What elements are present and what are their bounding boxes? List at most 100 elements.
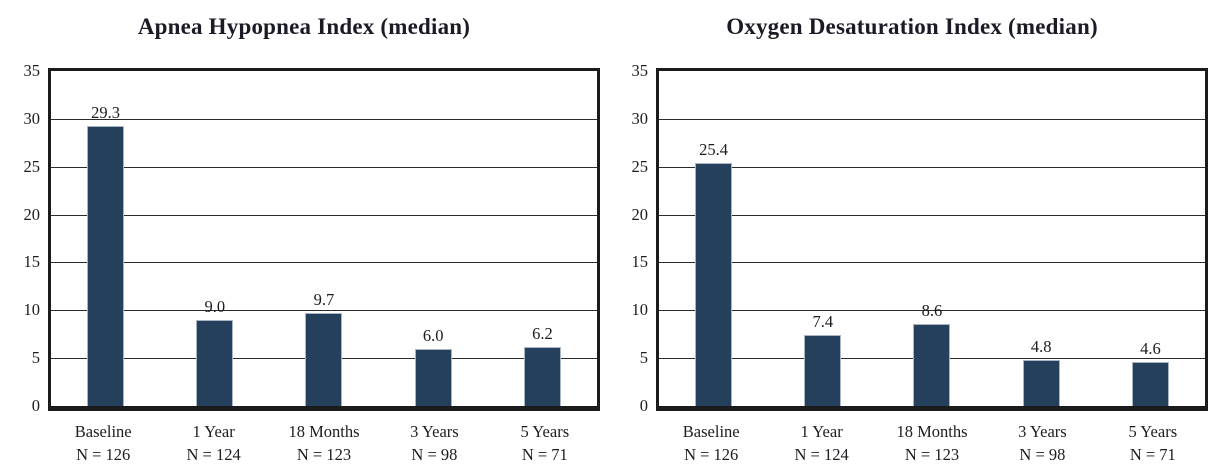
chart-apnea-hypopnea-index: Apnea Hypopnea Index (median) 0 5 10 15 20 25… <box>8 10 600 466</box>
category-name: Baseline <box>682 422 740 441</box>
y-tick-label: 30 <box>631 108 649 128</box>
gridline <box>659 118 1205 120</box>
category-n-count: N = 126 <box>684 445 739 464</box>
bar-value-label: 29.3 <box>91 102 121 122</box>
gridline <box>51 118 597 120</box>
gridline <box>659 214 1205 216</box>
bar-value-label: 7.4 <box>812 312 834 332</box>
bar-value-label: 4.6 <box>1140 338 1161 358</box>
category-name: 1 Year <box>192 422 235 441</box>
bar <box>414 348 452 406</box>
gridline <box>51 214 597 216</box>
bar <box>804 335 842 406</box>
gridline <box>659 166 1205 168</box>
plot-wrap: 25.4 7.4 8.6 4.8 4.6 <box>656 68 1208 411</box>
x-axis-categories: Baseline N = 126 1 Year N = 124 18 Months N =… <box>656 420 1208 466</box>
y-tick-label: 10 <box>23 300 41 320</box>
bar-slot: 7.4 <box>768 71 877 406</box>
chart-body: 0 5 10 15 20 25 30 35 25.4 7.4 8.6 4.8 4.6 <box>616 61 1208 415</box>
y-tick-label: 30 <box>23 108 41 128</box>
bar-slot: 6.0 <box>379 71 488 406</box>
category-n-count: N = 126 <box>76 445 131 464</box>
bar-value-label: 6.0 <box>422 325 444 345</box>
y-tick-label: 5 <box>31 348 40 368</box>
category-name: Baseline <box>74 422 132 441</box>
category-n-count: N = 124 <box>794 445 849 464</box>
chart-oxygen-desaturation-index: Oxygen Desaturation Index (median) 0 5 10 1… <box>616 10 1208 466</box>
category-name: 5 Years <box>1128 422 1178 441</box>
y-tick-label: 5 <box>639 348 648 368</box>
bar-value-label: 8.6 <box>921 300 943 320</box>
bar-value-label: 9.7 <box>313 290 335 310</box>
category-label: 5 Years N = 71 <box>1098 420 1208 466</box>
chart-title: Oxygen Desaturation Index (median) <box>726 14 1098 39</box>
y-tick-label: 20 <box>23 204 41 224</box>
y-tick-label: 0 <box>639 396 648 415</box>
plot-area: 25.4 7.4 8.6 4.8 4.6 <box>656 68 1208 411</box>
y-tick-label: 15 <box>23 252 41 272</box>
bar-slot: 4.6 <box>1096 71 1205 406</box>
gridline <box>51 262 597 264</box>
bar-slot: 4.8 <box>987 71 1096 406</box>
bar <box>695 162 733 406</box>
plot-wrap: 29.3 9.0 9.7 6.0 6.2 <box>48 68 600 411</box>
bar <box>305 313 343 406</box>
category-n-count: N = 123 <box>904 445 960 464</box>
bar-slot: 8.6 <box>877 71 986 406</box>
category-label: 5 Years N = 71 <box>490 420 600 466</box>
category-label: Baseline N = 126 <box>656 420 766 466</box>
bar <box>196 319 234 406</box>
category-label: 3 Years N = 98 <box>987 420 1097 466</box>
category-label: Baseline N = 126 <box>48 420 158 466</box>
bar-value-label: 9.0 <box>204 296 226 316</box>
bar <box>87 125 125 406</box>
bar <box>1131 361 1169 406</box>
category-label: 18 Months N = 123 <box>877 420 987 466</box>
gridline <box>51 166 597 168</box>
category-label: 1 Year N = 124 <box>158 420 268 466</box>
y-axis: 0 5 10 15 20 25 30 35 <box>8 61 48 415</box>
bar-slot: 25.4 <box>659 71 768 406</box>
bar-slot: 9.0 <box>160 71 269 406</box>
y-tick-label: 25 <box>23 156 41 176</box>
bar-value-label: 4.8 <box>1030 337 1052 357</box>
category-name: 1 Year <box>800 422 843 441</box>
y-axis: 0 5 10 15 20 25 30 35 <box>616 61 656 415</box>
category-name: 18 Months <box>288 422 360 441</box>
category-label: 18 Months N = 123 <box>269 420 379 466</box>
gridline <box>51 310 597 312</box>
x-axis-categories: Baseline N = 126 1 Year N = 124 18 Months N =… <box>48 420 600 466</box>
category-n-count: N = 98 <box>1019 445 1066 464</box>
bar <box>523 346 561 406</box>
category-name: 5 Years <box>520 422 570 441</box>
category-label: 1 Year N = 124 <box>766 420 876 466</box>
y-tick-label: 0 <box>31 396 40 415</box>
category-name: 18 Months <box>896 422 968 441</box>
bar-slot: 6.2 <box>488 71 597 406</box>
category-label: 3 Years N = 98 <box>379 420 489 466</box>
bar-value-label: 6.2 <box>532 323 553 343</box>
bar <box>913 323 951 406</box>
category-n-count: N = 98 <box>411 445 458 464</box>
y-tick-label: 25 <box>631 156 649 176</box>
category-n-count: N = 123 <box>296 445 352 464</box>
plot-area: 29.3 9.0 9.7 6.0 6.2 <box>48 68 600 411</box>
chart-body: 0 5 10 15 20 25 30 35 29.3 9.0 9.7 6.0 6.2 <box>8 61 600 415</box>
gridline <box>659 262 1205 264</box>
y-tick-label: 35 <box>631 61 649 80</box>
y-tick-label: 10 <box>631 300 649 320</box>
category-n-count: N = 71 <box>521 445 568 464</box>
bar-slot: 29.3 <box>51 71 160 406</box>
y-tick-label: 35 <box>23 61 41 80</box>
bar-value-label: 25.4 <box>699 139 729 159</box>
chart-title: Apnea Hypopnea Index (median) <box>137 14 471 39</box>
category-n-count: N = 124 <box>186 445 241 464</box>
category-n-count: N = 71 <box>1129 445 1176 464</box>
category-name: 3 Years <box>1018 422 1067 441</box>
bar-slot: 9.7 <box>269 71 378 406</box>
category-name: 3 Years <box>410 422 459 441</box>
y-tick-label: 20 <box>631 204 649 224</box>
bar <box>1022 360 1060 406</box>
gridline <box>659 310 1205 312</box>
